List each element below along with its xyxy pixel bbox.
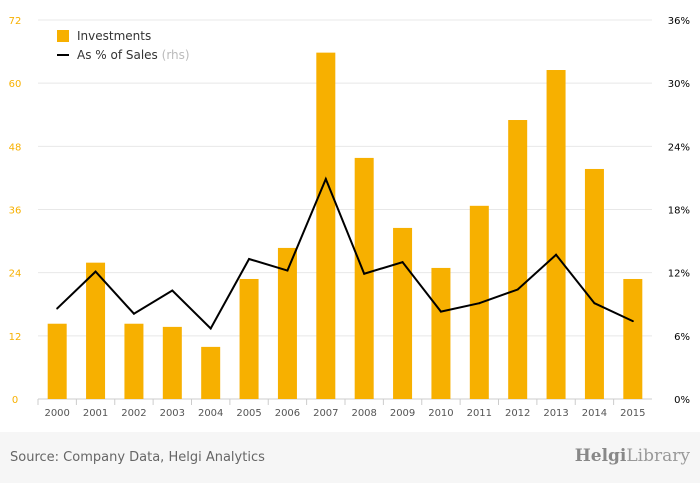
bar-2014 [584,168,604,399]
bar-2002 [124,323,144,399]
line-point-2015 [631,320,634,323]
line-point-2003 [171,289,174,292]
legend-rhs: (rhs) [162,48,190,62]
x-tick-label: 2007 [313,408,338,419]
line-point-2004 [209,327,212,330]
bar-2013 [546,70,566,399]
left-tick-label: 36 [9,206,22,217]
bar-2007 [316,52,336,400]
line-point-2005 [248,257,251,260]
x-tick-label: 2006 [275,408,300,419]
line-point-2006 [286,269,289,272]
bar-2009 [393,227,413,399]
x-tick-label: 2011 [467,408,492,419]
x-tick-label: 2010 [428,408,453,419]
line-point-2011 [478,302,481,305]
right-tick-label: 24% [668,142,690,153]
x-tick-label: 2005 [236,408,261,419]
chart: 0 12 24 36 48 60 72 0% 6% 12% 18% 24% 30% 36% 2000 2001… [9,16,690,419]
x-tick-label: 2002 [121,408,146,419]
right-tick-label: 18% [668,206,690,217]
legend-label-sales: As % of Sales (rhs) [77,48,190,62]
line-point-2013 [555,253,558,256]
bar-2003 [162,326,182,399]
line-point-2000 [56,307,59,310]
bar-2008 [354,157,374,399]
line-point-2012 [516,288,519,291]
bar-2012 [508,120,528,399]
legend-swatch-investments [57,30,69,42]
line-series [56,176,634,331]
left-tick-label: 24 [9,269,22,280]
bar-2005 [239,278,259,399]
x-tick-label: 2012 [505,408,530,419]
right-tick-label: 36% [668,16,690,27]
x-tick-label: 2003 [160,408,185,419]
left-tick-label: 60 [9,79,22,90]
x-tick-label: 2008 [351,408,376,419]
line-point-2010 [439,310,442,313]
right-tick-label: 12% [668,269,690,280]
x-tick-label: 2009 [390,408,415,419]
bar-2000 [47,323,67,399]
x-tick-label: 2013 [543,408,568,419]
x-tick-label: 2001 [83,408,108,419]
left-tick-label: 12 [9,332,22,343]
logo-bold: Helgi [574,446,627,466]
logo-light: Library [626,446,690,466]
right-tick-label: 6% [674,332,690,343]
left-tick-label: 48 [9,142,22,153]
line-point-2001 [94,270,97,273]
x-tick-label: 2004 [198,408,223,419]
right-tick-label: 30% [668,79,690,90]
helgi-library-logo[interactable]: HelgiLibrary [575,446,690,466]
line-point-2007 [324,177,327,180]
x-tick-label: 2014 [582,408,607,419]
footer: Source: Company Data, Helgi Analytics He… [0,432,700,483]
right-tick-label: 0% [674,395,690,406]
source-text: Source: Company Data, Helgi Analytics [10,450,265,465]
line-point-2008 [363,272,366,275]
bar-2001 [86,262,106,399]
bar-2006 [277,247,297,399]
x-tick-label: 2000 [44,408,69,419]
line-point-2009 [401,261,404,264]
bar-2015 [623,278,643,399]
bar-2004 [201,346,221,399]
legend-label-investments: Investments [77,29,151,43]
line-point-2014 [593,302,596,305]
left-tick-label: 72 [9,16,22,27]
x-tick-label: 2015 [620,408,645,419]
bar-2010 [431,267,451,399]
line-point-2002 [132,312,135,315]
left-tick-label: 0 [12,395,18,406]
